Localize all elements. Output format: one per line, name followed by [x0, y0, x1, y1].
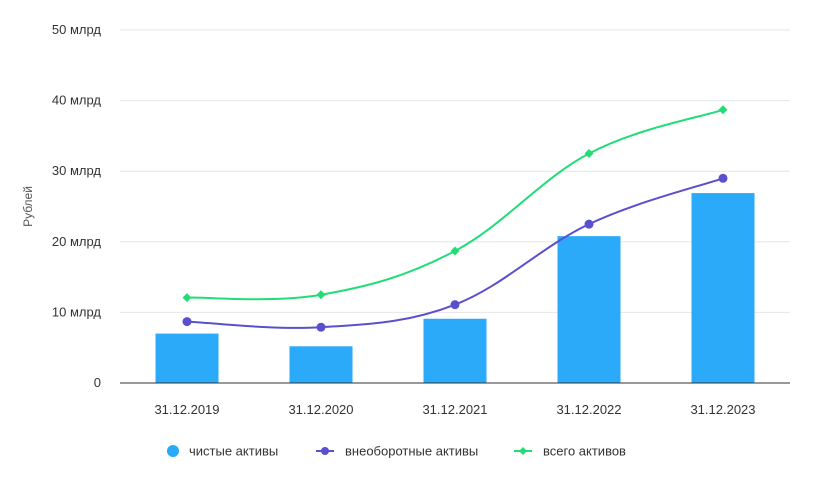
x-tick-label: 31.12.2023 — [690, 402, 755, 417]
x-tick-label: 31.12.2021 — [422, 402, 487, 417]
x-axis-ticks: 31.12.2019 31.12.2020 31.12.2021 31.12.2022… — [154, 402, 755, 417]
data-point — [316, 322, 326, 332]
y-tick-label: 10 млрд — [52, 304, 102, 319]
data-point — [718, 173, 728, 183]
bars — [155, 193, 755, 383]
legend: чистые активы внеоборотные активы всего ак… — [167, 444, 626, 459]
bar — [691, 193, 755, 383]
y-tick-label: 50 млрд — [52, 22, 102, 37]
data-point — [316, 290, 326, 300]
data-point — [584, 219, 594, 229]
legend-label: чистые активы — [189, 444, 278, 459]
bar — [289, 346, 353, 383]
y-tick-label: 40 млрд — [52, 93, 102, 108]
y-axis-ticks: 0 10 млрд 20 млрд 30 млрд 40 млрд 50 млрд — [52, 22, 102, 390]
data-point — [450, 246, 460, 256]
x-tick-label: 31.12.2019 — [154, 402, 219, 417]
x-tick-label: 31.12.2022 — [556, 402, 621, 417]
legend-symbol — [519, 447, 527, 455]
legend-label: всего активов — [543, 444, 626, 459]
grid — [120, 29, 790, 313]
data-point — [718, 105, 728, 115]
x-tick-label: 31.12.2020 — [288, 402, 353, 417]
data-point — [584, 149, 594, 159]
y-tick-label: 20 млрд — [52, 234, 102, 249]
bar — [557, 236, 621, 383]
y-tick-label: 30 млрд — [52, 163, 102, 178]
data-point — [450, 300, 460, 310]
bar — [155, 333, 219, 383]
data-point — [182, 293, 192, 303]
data-point — [182, 317, 192, 327]
bar — [423, 318, 487, 383]
series-lines — [182, 105, 728, 332]
legend-symbol — [167, 445, 179, 457]
series-line — [186, 108, 724, 301]
legend-label: внеоборотные активы — [345, 444, 478, 459]
y-tick-label: 0 — [94, 375, 101, 390]
legend-symbol — [321, 447, 329, 455]
y-axis-title: Рублей — [21, 186, 35, 227]
